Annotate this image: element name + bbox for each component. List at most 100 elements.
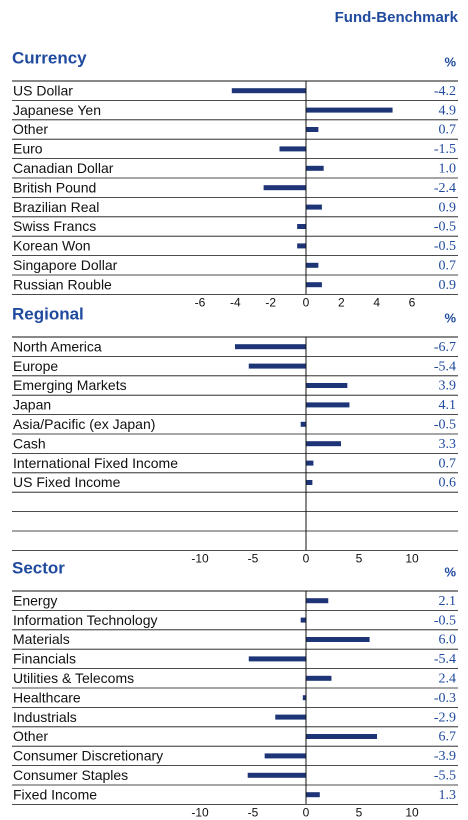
- category-label: Russian Rouble: [13, 276, 112, 292]
- section-title: Regional: [12, 304, 84, 323]
- unit-label: %: [444, 564, 456, 579]
- x-tick-label: -5: [248, 552, 259, 566]
- bar: [247, 772, 306, 778]
- value-label: 6.7: [439, 730, 457, 745]
- value-label: 1.0: [439, 162, 457, 177]
- value-label: 1.3: [439, 788, 457, 803]
- value-label: -5.5: [434, 769, 456, 784]
- bar: [306, 262, 319, 268]
- category-label: Consumer Staples: [13, 767, 128, 783]
- category-label: Utilities & Telecoms: [13, 670, 134, 686]
- value-label: 0.7: [439, 456, 457, 471]
- x-tick-label: 4: [373, 296, 380, 310]
- section-title: Currency: [12, 48, 87, 67]
- category-label: Consumer Discretionary: [13, 748, 163, 764]
- category-label: Financials: [13, 651, 76, 667]
- header: Fund-Benchmark: [335, 9, 459, 26]
- bar: [279, 146, 306, 152]
- bar: [306, 204, 322, 210]
- bar: [234, 344, 306, 350]
- x-tick-label: 10: [405, 552, 419, 566]
- bar: [297, 243, 306, 249]
- bar: [306, 402, 350, 408]
- category-label: Swiss Francs: [13, 218, 96, 234]
- category-label: Other: [13, 121, 48, 137]
- bar: [264, 753, 306, 759]
- bar: [306, 598, 329, 604]
- bar: [263, 185, 306, 191]
- bar: [248, 363, 306, 369]
- category-label: Japanese Yen: [13, 102, 101, 118]
- value-label: -0.5: [434, 613, 456, 628]
- bar: [306, 441, 341, 447]
- bar: [302, 695, 306, 701]
- value-label: -6.7: [434, 340, 456, 355]
- value-label: -5.4: [434, 359, 456, 374]
- x-tick-label: 0: [303, 296, 310, 310]
- value-label: -5.4: [434, 652, 456, 667]
- bar: [306, 127, 319, 132]
- category-label: Korean Won: [13, 238, 91, 254]
- x-tick-label: 10: [405, 806, 419, 820]
- category-label: Energy: [13, 592, 57, 608]
- x-tick-label: 5: [356, 552, 363, 566]
- value-label: 0.6: [439, 476, 457, 491]
- value-label: 2.1: [439, 594, 457, 609]
- bar: [248, 656, 306, 662]
- unit-label: %: [444, 54, 456, 69]
- x-tick-label: 5: [356, 806, 363, 820]
- value-label: -2.4: [434, 181, 456, 196]
- category-label: Materials: [13, 631, 70, 647]
- value-label: 0.7: [439, 123, 457, 138]
- category-label: Japan: [13, 397, 51, 413]
- category-label: Brazilian Real: [13, 199, 99, 215]
- bar: [306, 282, 322, 288]
- value-label: -0.5: [434, 418, 456, 433]
- category-label: US Fixed Income: [13, 474, 121, 490]
- category-label: Information Technology: [13, 612, 158, 628]
- unit-label: %: [444, 310, 456, 325]
- value-label: 2.4: [439, 672, 457, 687]
- value-label: 0.9: [439, 200, 457, 215]
- x-tick-label: 6: [409, 296, 416, 310]
- value-label: -3.9: [434, 749, 456, 764]
- bar: [300, 617, 306, 623]
- bar: [306, 383, 348, 388]
- category-label: Cash: [13, 435, 46, 451]
- value-label: -1.5: [434, 142, 456, 157]
- category-label: Other: [13, 728, 48, 744]
- category-label: International Fixed Income: [13, 455, 178, 471]
- category-label: Fixed Income: [13, 786, 97, 802]
- value-label: -2.9: [434, 710, 456, 725]
- value-label: 0.9: [439, 278, 457, 293]
- x-tick-label: -10: [191, 552, 209, 566]
- bar: [306, 675, 332, 681]
- value-label: -0.3: [434, 691, 456, 706]
- bar: [306, 792, 320, 798]
- category-label: Europe: [13, 358, 58, 374]
- bar: [306, 107, 393, 113]
- x-tick-label: -10: [191, 806, 209, 820]
- bar: [306, 165, 324, 171]
- bar: [297, 224, 306, 229]
- value-label: 3.9: [439, 379, 457, 394]
- bar: [231, 88, 306, 94]
- x-tick-label: -6: [195, 296, 206, 310]
- x-tick-label: 0: [303, 806, 310, 820]
- section-title: Sector: [12, 558, 65, 577]
- value-label: 6.0: [439, 633, 457, 648]
- bar: [306, 460, 314, 466]
- category-label: Healthcare: [13, 689, 81, 705]
- bar: [306, 734, 378, 739]
- category-label: Euro: [13, 141, 43, 157]
- x-tick-label: -4: [230, 296, 241, 310]
- value-label: 3.3: [439, 437, 457, 452]
- x-tick-label: -2: [265, 296, 276, 310]
- value-label: 4.9: [439, 103, 457, 118]
- category-label: Emerging Markets: [13, 377, 127, 393]
- x-tick-label: 2: [338, 296, 345, 310]
- value-label: -0.5: [434, 220, 456, 235]
- category-label: North America: [13, 338, 102, 354]
- category-label: Industrials: [13, 709, 77, 725]
